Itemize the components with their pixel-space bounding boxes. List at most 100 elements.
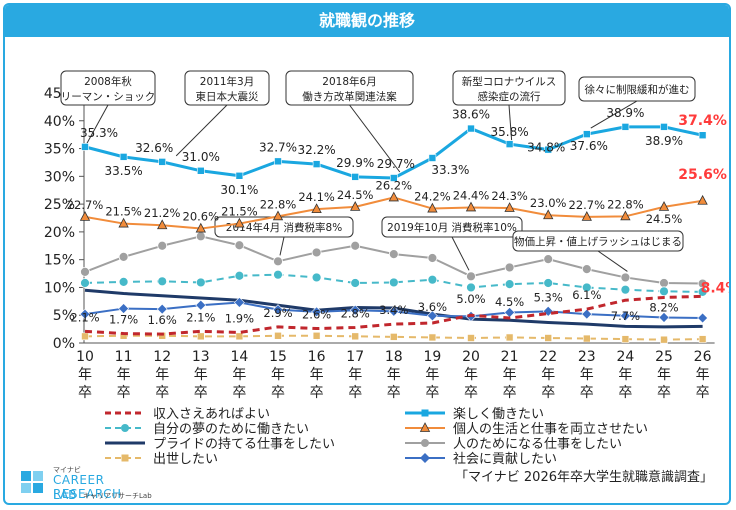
annotation-pointer [508, 104, 513, 141]
data-point [427, 202, 438, 213]
legend-label: 収入さえあればよい [153, 407, 270, 422]
legend-marker [421, 439, 429, 447]
data-point [619, 310, 631, 322]
data-label: 37.6% [570, 139, 608, 153]
data-point [118, 217, 129, 228]
y-tick-label: 5% [53, 308, 75, 324]
data-point [388, 191, 399, 202]
data-point [698, 131, 707, 140]
annotation-text: 東日本大震災 [196, 90, 259, 103]
x-tick-label: 年 [155, 367, 169, 383]
logo-sub: キャリアリサーチLab [83, 492, 152, 500]
data-label: 21.5% [221, 205, 258, 219]
data-point [621, 123, 630, 131]
data-label: 8.2% [649, 300, 678, 314]
annotation-text: 新型コロナウイルス [462, 75, 557, 88]
x-tick-label: 年 [232, 367, 246, 383]
data-label: 24.3% [491, 189, 528, 203]
legend-marker [121, 424, 129, 432]
data-point [197, 166, 205, 175]
source-citation: 「マイナビ 2026年卒大学生就職意識調査」 [455, 470, 713, 485]
y-tick-label: 10% [44, 280, 75, 296]
legend-label: 出世したい [153, 452, 218, 467]
data-point [80, 278, 90, 288]
data-point [349, 304, 361, 316]
data-label: 2.1% [186, 310, 215, 324]
x-tick-label: 15 [269, 349, 287, 365]
x-tick-label: 卒 [387, 385, 401, 401]
data-point [389, 174, 398, 182]
legend-label: 自分の夢のために働きたい [153, 422, 309, 437]
career-research-lab-logo: マイナビ CAREER RESEARCH LAB キャリアリサーチLab [19, 465, 159, 503]
data-point [312, 331, 321, 340]
x-tick-label: 年 [464, 367, 478, 383]
line-chart: 0%5%10%15%20%25%30%35%40%45%10年卒11年卒12年卒… [44, 70, 729, 467]
data-point [581, 282, 592, 293]
data-point [195, 222, 206, 233]
data-point [582, 334, 591, 343]
data-point [311, 272, 322, 283]
data-point [698, 335, 707, 343]
data-point [505, 140, 514, 148]
data-label: 38.6% [452, 108, 490, 122]
x-tick-label: 16 [308, 349, 326, 365]
data-point [234, 240, 245, 251]
x-tick-label: 22 [539, 349, 557, 365]
annotation-text: リーマン・ショック [61, 91, 156, 103]
data-point [389, 333, 398, 341]
data-point [620, 210, 631, 221]
annotation-text: 感染症の流行 [478, 90, 541, 103]
x-tick-label: 卒 [78, 385, 92, 401]
data-label: 24.5% [646, 212, 683, 226]
data-label: 2.6% [302, 308, 331, 322]
data-point [235, 171, 244, 180]
data-point [157, 240, 168, 251]
legend-marker [420, 453, 430, 463]
x-tick-label: 18 [385, 349, 403, 365]
data-point [274, 331, 282, 340]
x-tick-label: 年 [387, 367, 401, 383]
data-label: 3.4% [379, 303, 408, 317]
data-point [620, 284, 631, 295]
data-point [118, 303, 130, 314]
data-label: 2.9% [263, 306, 292, 320]
annotation-pointer [590, 100, 638, 129]
data-point [582, 130, 591, 138]
data-label: 31.0% [182, 150, 220, 164]
x-tick-label: 卒 [348, 385, 362, 401]
x-tick-label: 年 [503, 367, 517, 383]
data-point [467, 334, 475, 342]
data-point [118, 276, 129, 287]
data-label: 25.6% [678, 167, 727, 183]
data-point [426, 310, 438, 322]
annotation-pointer [279, 236, 285, 256]
legend-marker [419, 422, 431, 432]
data-label: 21.2% [144, 206, 181, 220]
data-point [158, 331, 166, 340]
data-point [272, 304, 284, 316]
data-label: 33.3% [431, 163, 469, 177]
data-point [659, 278, 669, 288]
data-point [311, 306, 323, 318]
data-point [157, 219, 168, 230]
data-point [620, 272, 631, 283]
data-label: 24.2% [414, 190, 451, 204]
x-tick-label: 11 [115, 349, 133, 365]
data-label: 30.1% [220, 183, 258, 197]
data-point [581, 211, 592, 221]
data-point [195, 231, 206, 242]
data-label: 32.6% [135, 141, 173, 155]
data-label: 29.7% [377, 157, 415, 171]
legend-label: 個人の生活と仕事を両立させたい [453, 422, 648, 437]
data-label: 24.5% [337, 188, 374, 202]
data-point [118, 251, 129, 262]
data-point [465, 201, 477, 212]
data-label: 21.5% [105, 205, 142, 219]
annotation-text: 物価上昇・値上げラッシュはじまる [514, 235, 682, 248]
x-tick-label: 年 [541, 367, 555, 383]
annotation-text: 2008年秋 [84, 75, 132, 88]
data-point [388, 249, 399, 260]
data-label: 29.9% [336, 156, 374, 170]
data-point [581, 264, 592, 275]
data-label: 32.2% [298, 143, 336, 157]
